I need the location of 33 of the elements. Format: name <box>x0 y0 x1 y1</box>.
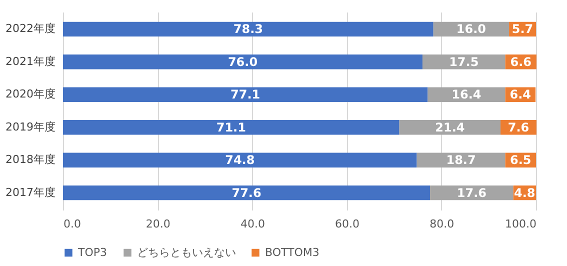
data-label: 78.3 <box>233 22 263 36</box>
legend-label: TOP3 <box>77 246 108 259</box>
x-tick-label: 20.0 <box>146 218 170 230</box>
y-tick-label: 2022年度 <box>6 22 56 36</box>
data-label: 71.1 <box>216 120 246 134</box>
data-label: 5.7 <box>512 22 534 36</box>
data-label: 74.8 <box>225 153 255 168</box>
x-tick-label: 100.0 <box>505 218 536 230</box>
data-label: 16.4 <box>452 88 482 102</box>
data-label: 18.7 <box>446 153 476 168</box>
legend-label: BOTTOM3 <box>265 246 320 259</box>
x-tick-label: 80.0 <box>430 218 454 230</box>
data-label: 76.0 <box>228 54 258 69</box>
x-tick-label: 40.0 <box>240 218 265 230</box>
y-tick-label: 2020年度 <box>6 88 56 101</box>
data-label: 77.1 <box>230 88 260 102</box>
y-tick-label: 2021年度 <box>6 54 56 68</box>
data-label: 17.5 <box>449 54 479 69</box>
y-tick-label: 2017年度 <box>6 186 56 199</box>
x-tick-label: 60.0 <box>335 218 360 230</box>
legend-label: どちらともいえない <box>137 246 236 259</box>
data-label: 77.6 <box>232 186 262 200</box>
data-label: 17.6 <box>456 186 486 200</box>
y-tick-label: 2018年度 <box>6 153 56 166</box>
data-label: 6.6 <box>510 54 532 69</box>
data-label: 16.0 <box>456 22 486 36</box>
data-label: 7.6 <box>508 120 530 134</box>
data-label: 6.5 <box>510 153 532 168</box>
y-tick-label: 2019年度 <box>6 120 56 134</box>
x-tick-label: 0.0 <box>64 218 81 230</box>
data-label: 6.4 <box>510 88 532 102</box>
data-label: 21.4 <box>435 120 465 134</box>
data-label: 4.8 <box>514 186 536 200</box>
